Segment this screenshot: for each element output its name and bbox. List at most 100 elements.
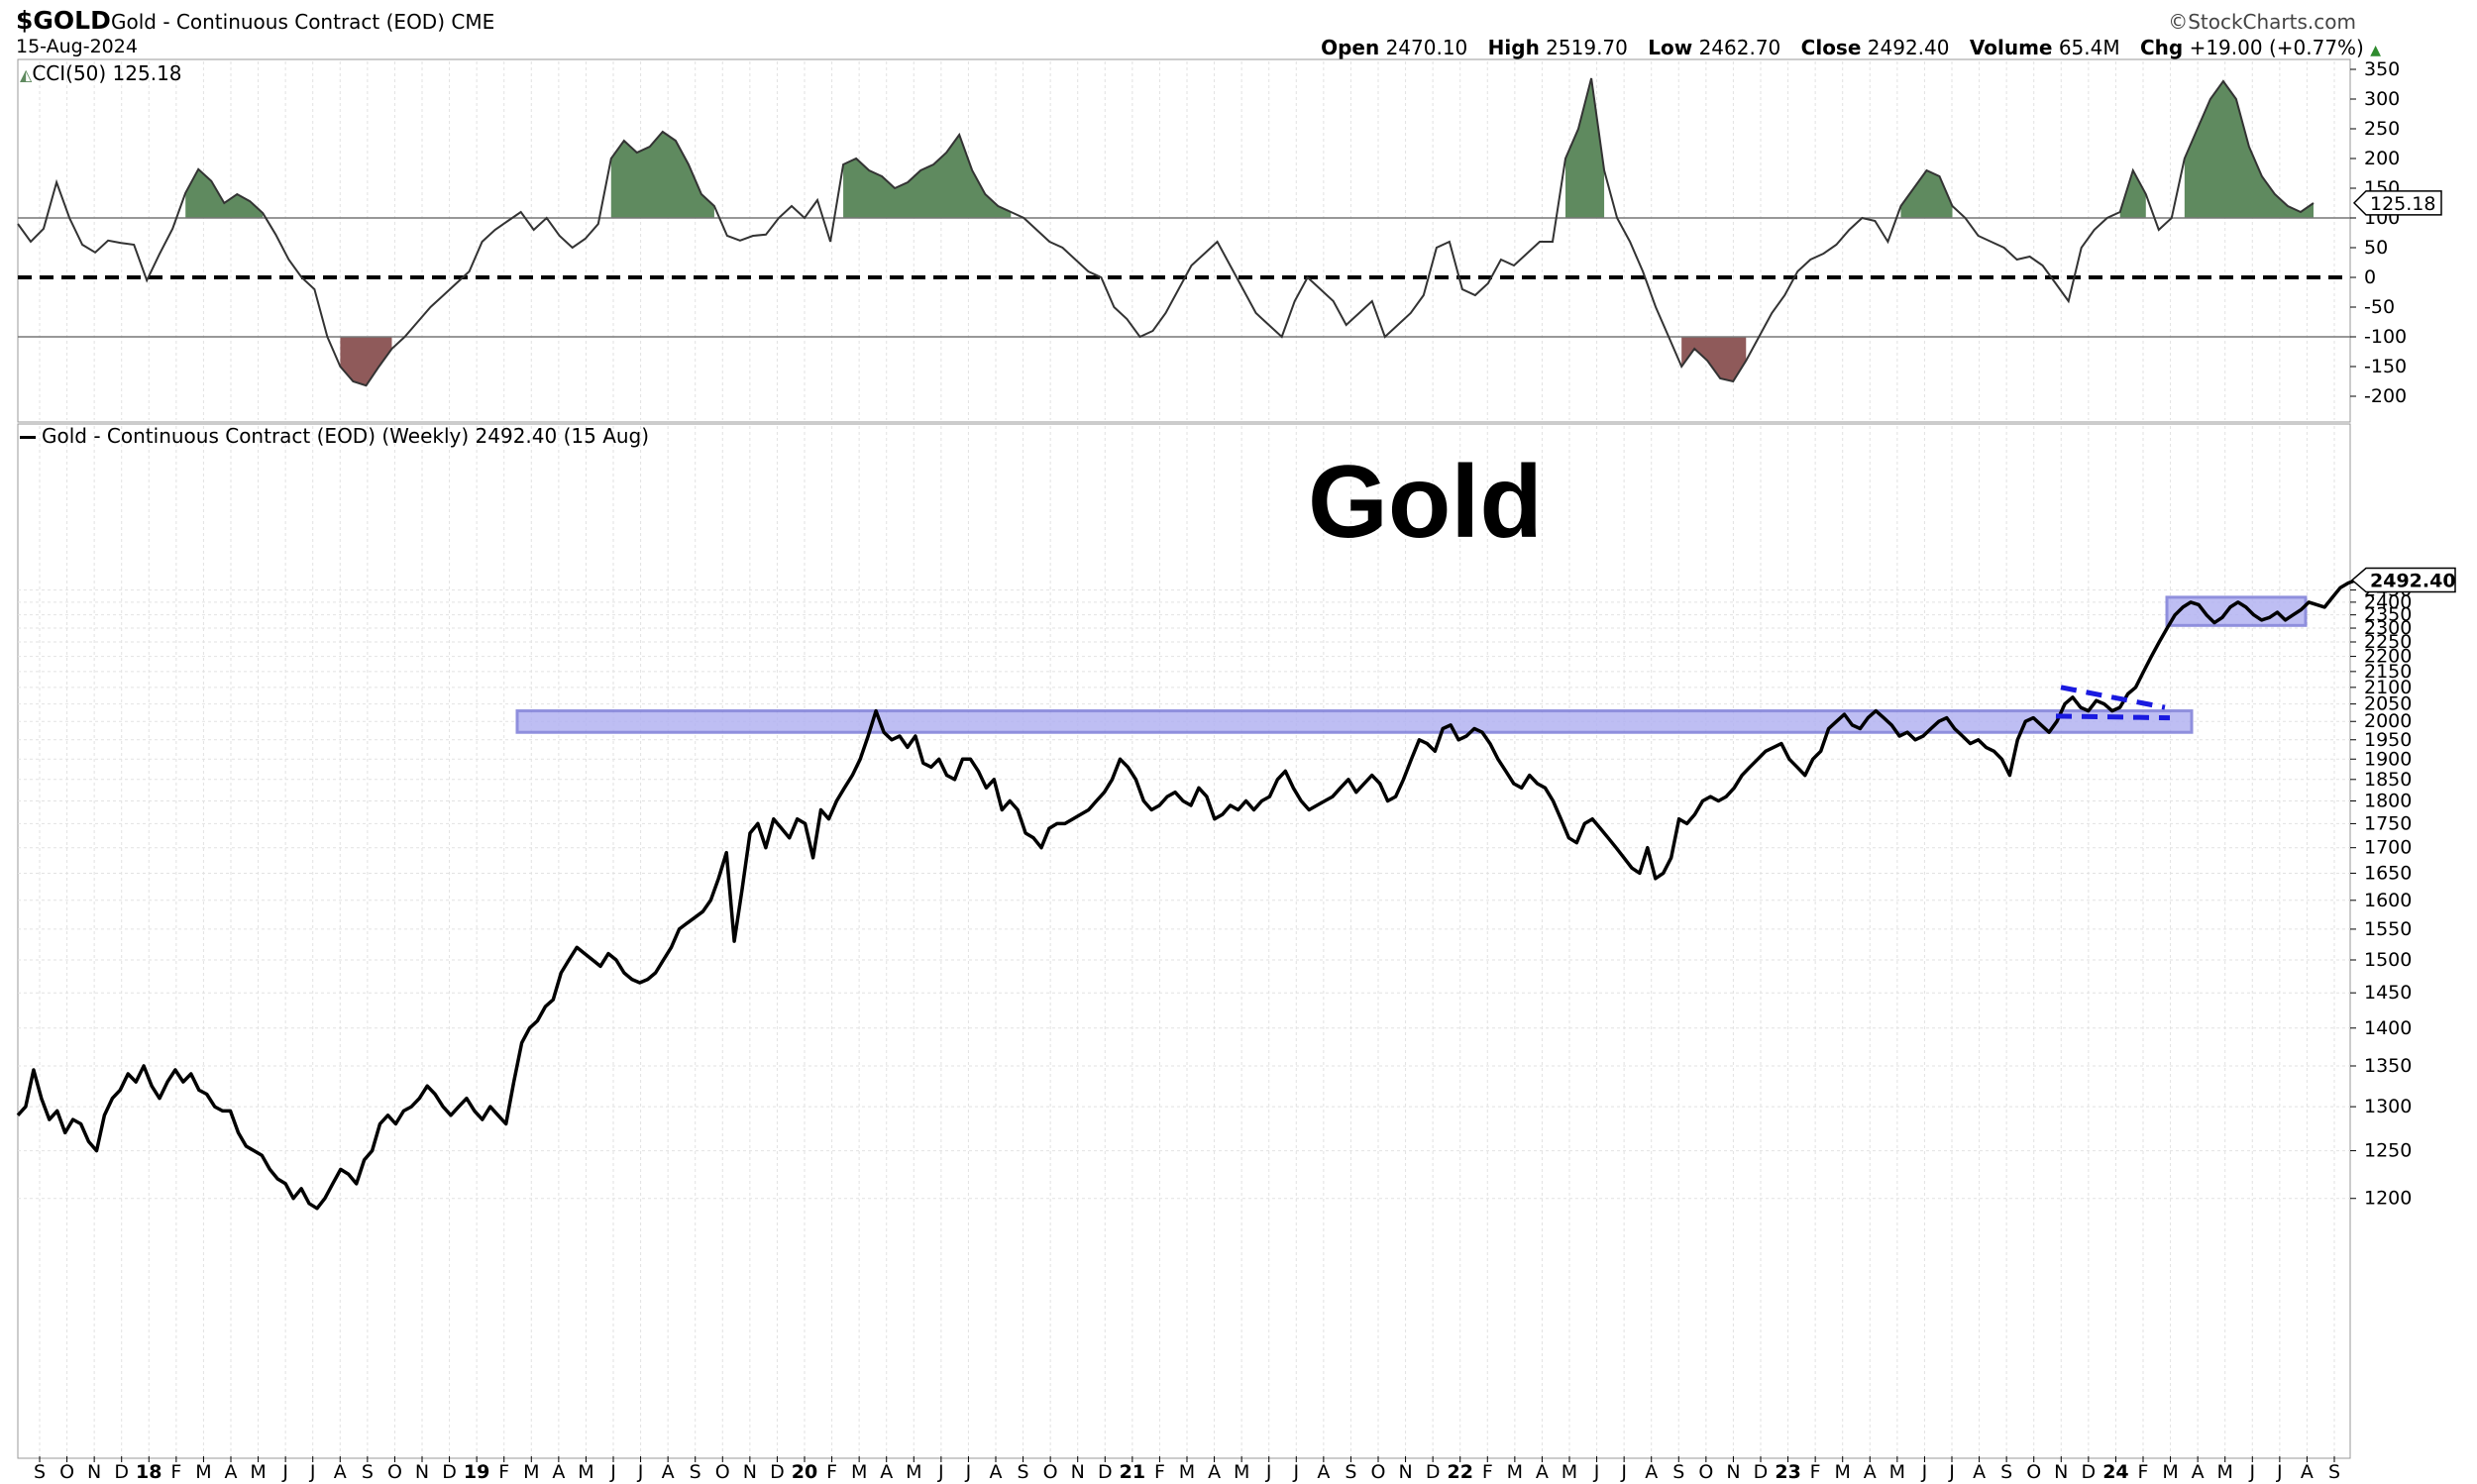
x-month-label: N (1726, 1461, 1740, 1483)
pennant-upper-trendline (2060, 685, 2166, 710)
cci-tick-label: -200 (2364, 385, 2407, 407)
x-month-label: J (1948, 1461, 1955, 1483)
value-badges: 125.18 2492.40 (2350, 190, 2456, 593)
chart-date: 15-Aug-2024 (16, 36, 138, 57)
price-tick-label: 2050 (2364, 693, 2412, 715)
x-month-label: S (1018, 1461, 1029, 1483)
price-panel-frame (17, 423, 2351, 1459)
price-tick-label: 1800 (2364, 790, 2412, 811)
cci-overbought-fill (2184, 81, 2314, 218)
x-month-label: N (87, 1461, 101, 1483)
x-month-label: M (195, 1461, 211, 1483)
price-tick-label: 1700 (2364, 837, 2412, 859)
open-value: 2470.10 (1385, 36, 1468, 59)
cci-tick-label: 350 (2364, 58, 2400, 80)
up-triangle-icon: ▲ (2370, 43, 2381, 58)
x-month-label: A (2192, 1461, 2205, 1483)
price-tick-label: 2300 (2364, 617, 2412, 639)
x-month-label: A (2301, 1461, 2314, 1483)
x-month-label: O (387, 1461, 402, 1483)
price-line (16, 578, 2357, 1211)
x-month-label: M (1562, 1461, 1577, 1483)
cci-tick-label: -50 (2364, 296, 2395, 318)
x-month-label: O (59, 1461, 74, 1483)
x-month-label: A (990, 1461, 1003, 1483)
x-month-label: N (1071, 1461, 1085, 1483)
price-tick-label: 1550 (2364, 918, 2412, 940)
price-tick-label: 2200 (2364, 646, 2412, 668)
price-tick-label: 1850 (2364, 769, 2412, 791)
price-tick-label: 1750 (2364, 812, 2412, 834)
price-tick-label: 2400 (2364, 591, 2412, 613)
x-month-label: M (2217, 1461, 2233, 1483)
price-tick-label: 1650 (2364, 862, 2412, 884)
cci-tick-label: 250 (2364, 118, 2400, 140)
x-month-label: O (1698, 1461, 1713, 1483)
cci-value-badge-text: 125.18 (2370, 193, 2435, 215)
close-label: Close (1800, 36, 1862, 59)
high-label: High (1487, 36, 1540, 59)
x-month-label: F (1482, 1461, 1493, 1483)
x-month-label: N (1398, 1461, 1412, 1483)
symbol-description: Gold - Continuous Contract (EOD) CME (111, 10, 495, 34)
x-month-label: D (442, 1461, 457, 1483)
low-value: 2462.70 (1698, 36, 1781, 59)
price-tick-label: 2150 (2364, 661, 2412, 683)
x-month-label: J (1620, 1461, 1627, 1483)
trend-lines (2055, 685, 2171, 721)
series-lines (16, 77, 2357, 1211)
x-month-label: O (715, 1461, 730, 1483)
cci-overbought-fill (1565, 78, 1605, 218)
x-month-label: J (1292, 1461, 1299, 1483)
price-tick-label: 1300 (2364, 1096, 2412, 1117)
x-month-label: A (880, 1461, 893, 1483)
brand-label: ©StockCharts.com (2168, 10, 2356, 34)
x-axis: S O N D 18 F M A M J J A S O N D 19 F M A M J J A S O N D 20 F M A M J J A S… (34, 1456, 2340, 1483)
grid-lines (18, 61, 2350, 1456)
x-month-label: A (334, 1461, 347, 1483)
price-tick-label: 1400 (2364, 1017, 2412, 1039)
x-month-label: S (2000, 1461, 2012, 1483)
low-label: Low (1648, 36, 1693, 59)
x-month-label: M (1889, 1461, 1905, 1483)
x-month-label: J (1265, 1461, 1272, 1483)
x-month-label: F (170, 1461, 181, 1483)
x-month-label: A (1536, 1461, 1549, 1483)
cci-overbought-fill (843, 135, 1012, 218)
x-month-label: A (662, 1461, 675, 1483)
x-month-label: J (609, 1461, 616, 1483)
x-month-label: A (1208, 1461, 1221, 1483)
x-month-label: S (1345, 1461, 1356, 1483)
x-month-label: S (34, 1461, 46, 1483)
x-month-label: J (2276, 1461, 2283, 1483)
price-legend: Gold - Continuous Contract (EOD) (Weekly… (20, 424, 649, 448)
x-month-label: D (114, 1461, 129, 1483)
cci-tick-label: 200 (2364, 148, 2400, 169)
x-month-label: N (415, 1461, 429, 1483)
price-tick-label: 1350 (2364, 1055, 2412, 1077)
x-month-label: F (498, 1461, 509, 1483)
x-month-label: F (826, 1461, 837, 1483)
price-tick-label: 1900 (2364, 748, 2412, 770)
x-month-label: A (1973, 1461, 1986, 1483)
x-year-label: 23 (1775, 1461, 1800, 1483)
x-month-label: A (1645, 1461, 1658, 1483)
x-year-label: 24 (2102, 1461, 2128, 1483)
x-month-label: N (2054, 1461, 2068, 1483)
cci-legend: ◭CCI(50) 125.18 (20, 61, 182, 85)
cci-oversold-fill (340, 337, 392, 386)
cci-line (17, 77, 2315, 387)
x-month-label: A (1864, 1461, 1877, 1483)
y-axis: 350300250200150100500-50-100-150-2002450… (2350, 58, 2412, 1210)
x-month-label: S (690, 1461, 701, 1483)
x-month-label: A (225, 1461, 238, 1483)
x-month-label: D (770, 1461, 785, 1483)
x-month-label: J (937, 1461, 944, 1483)
price-tick-label: 2100 (2364, 677, 2412, 698)
x-year-label: 20 (792, 1461, 817, 1483)
x-month-label: F (1810, 1461, 1821, 1483)
volume-value: 65.4M (2058, 36, 2120, 59)
price-tick-label: 1200 (2364, 1188, 2412, 1210)
x-month-label: M (851, 1461, 867, 1483)
x-month-label: S (1672, 1461, 1684, 1483)
